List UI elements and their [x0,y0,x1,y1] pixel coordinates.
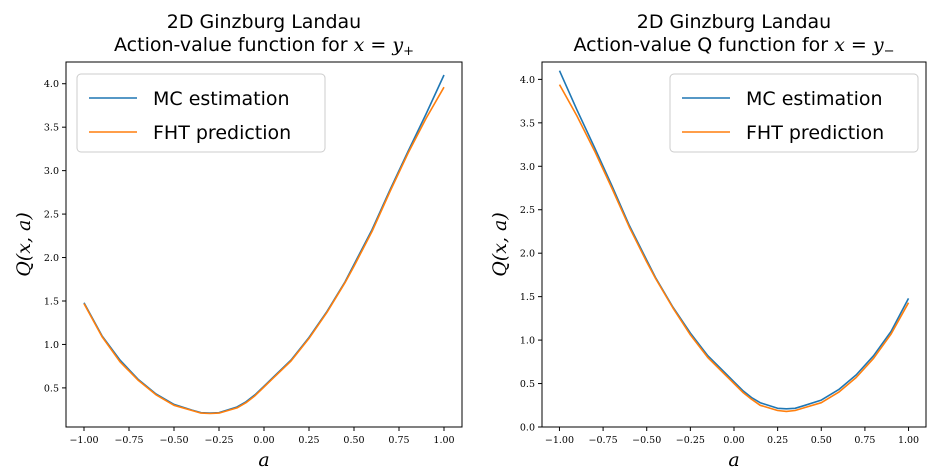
chart-title: 2D Ginzburg Landau [167,11,361,33]
x-tick-label: 1.00 [433,435,454,446]
legend-box [669,73,919,153]
legend-label: MC estimation [153,88,290,110]
legend-label: FHT prediction [746,122,884,144]
chart-subtitle: Action-value Q function for x = y− [574,34,895,59]
y-tick-label: 3.0 [44,166,59,177]
series-line-fht-prediction [83,86,445,415]
x-tick-label: 0.50 [811,435,832,446]
x-tick-label: −0.75 [114,435,143,446]
y-tick-label: 3.0 [520,162,535,173]
x-axis-label: a [728,449,739,470]
x-tick-label: 0.00 [723,435,744,446]
y-tick-label: 0.0 [520,423,535,434]
series-line-fht-prediction [558,84,910,413]
x-axis-label: a [258,449,269,470]
legend-label: MC estimation [746,88,883,110]
y-tick-label: 2.5 [520,205,535,216]
x-tick-label: −0.25 [204,435,233,446]
chart-title: 2D Ginzburg Landau [637,11,831,33]
x-tick-label: 0.00 [253,435,274,446]
y-tick-label: 1.0 [520,336,535,347]
legend: MC estimation FHT prediction [669,73,919,153]
y-tick-label: 2.0 [520,249,535,260]
x-tick-label: 0.25 [298,435,319,446]
x-tick-label: −0.50 [159,435,188,446]
y-tick-label: 4.0 [44,79,59,90]
chart-subtitle: Action-value function for x = y+ [114,34,414,59]
x-tick-label: −1.00 [69,435,98,446]
x-tick-label: −0.75 [589,435,618,446]
x-tick-label: 0.75 [388,435,409,446]
x-tick-label: 1.00 [898,435,919,446]
legend-label: FHT prediction [153,122,291,144]
x-tick-label: 0.50 [343,435,364,446]
y-tick-label: 1.0 [44,340,59,351]
x-tick-label: 0.75 [854,435,875,446]
legend-box [76,73,326,153]
x-tick-label: −0.50 [632,435,661,446]
y-tick-label: 3.5 [520,118,535,129]
y-tick-label: 4.0 [520,75,535,86]
legend: MC estimation FHT prediction [76,73,326,153]
y-tick-label: 0.5 [44,383,59,394]
y-tick-label: 2.5 [44,210,59,221]
x-tick-label: −1.00 [545,435,574,446]
y-axis-label: Q(x, a) [489,212,511,277]
x-tick-label: 0.25 [767,435,788,446]
y-axis-label: Q(x, a) [13,212,35,277]
y-tick-label: 1.5 [520,292,535,303]
y-tick-label: 0.5 [520,379,535,390]
y-tick-label: 2.0 [44,253,59,264]
x-tick-label: −0.25 [676,435,705,446]
y-tick-label: 3.5 [44,123,59,134]
y-tick-label: 1.5 [44,296,59,307]
